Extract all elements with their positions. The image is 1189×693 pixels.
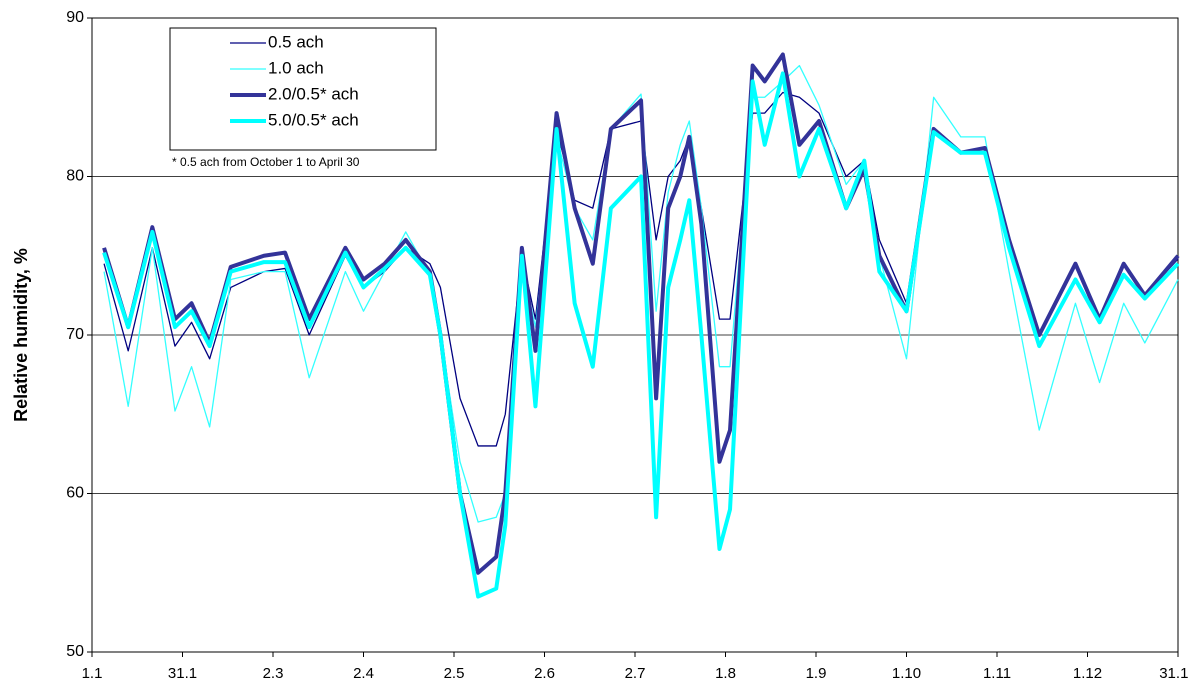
series-line bbox=[102, 71, 1180, 599]
legend-note: * 0.5 ach from October 1 to April 30 bbox=[172, 155, 360, 169]
legend-label: 0.5 ach bbox=[268, 32, 324, 51]
x-tick-label: 2.4 bbox=[353, 665, 374, 682]
legend-box bbox=[169, 27, 437, 151]
x-tick-label: 1.9 bbox=[806, 665, 827, 682]
x-tick-label: 31.1 bbox=[168, 665, 197, 682]
y-tick-label: 50 bbox=[66, 643, 84, 660]
y-tick-label: 70 bbox=[66, 326, 84, 343]
y-axis-label: Relative humidity, % bbox=[11, 248, 31, 422]
x-tick-label: 2.5 bbox=[444, 665, 465, 682]
x-tick-label: 1.10 bbox=[892, 665, 921, 682]
y-tick-label: 60 bbox=[66, 485, 84, 502]
y-tick-label: 90 bbox=[66, 9, 84, 26]
x-tick-label: 1.1 bbox=[82, 665, 103, 682]
x-tick-label: 2.7 bbox=[625, 665, 646, 682]
legend-label: 2.0/0.5* ach bbox=[268, 84, 359, 103]
legend-label: 1.0 ach bbox=[268, 58, 324, 77]
series-line bbox=[103, 64, 1179, 523]
legend-label: 5.0/0.5* ach bbox=[268, 110, 359, 129]
plot-frame bbox=[91, 17, 1179, 653]
y-tick-label: 80 bbox=[66, 168, 84, 185]
x-tick-label: 2.6 bbox=[534, 665, 555, 682]
x-tick-label: 1.12 bbox=[1073, 665, 1102, 682]
x-tick-label: 1.11 bbox=[983, 665, 1011, 682]
x-tick-label: 2.3 bbox=[263, 665, 284, 682]
x-tick-label: 31.12 bbox=[1159, 665, 1189, 682]
x-tick-label: 1.8 bbox=[715, 665, 736, 682]
